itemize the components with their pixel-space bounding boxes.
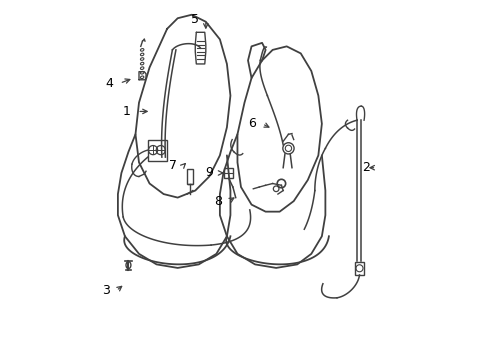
Text: 2: 2 (362, 161, 369, 174)
Text: 3: 3 (102, 284, 110, 297)
Text: 8: 8 (214, 195, 222, 208)
Text: 7: 7 (168, 159, 176, 172)
Text: 1: 1 (123, 105, 131, 118)
Bar (187, 170, 192, 184)
Bar (147, 140, 167, 161)
Bar (224, 168, 232, 178)
Text: 4: 4 (105, 77, 113, 90)
Text: 5: 5 (191, 13, 199, 27)
Text: 9: 9 (205, 166, 213, 180)
Text: 6: 6 (247, 117, 255, 130)
Bar (354, 262, 364, 275)
